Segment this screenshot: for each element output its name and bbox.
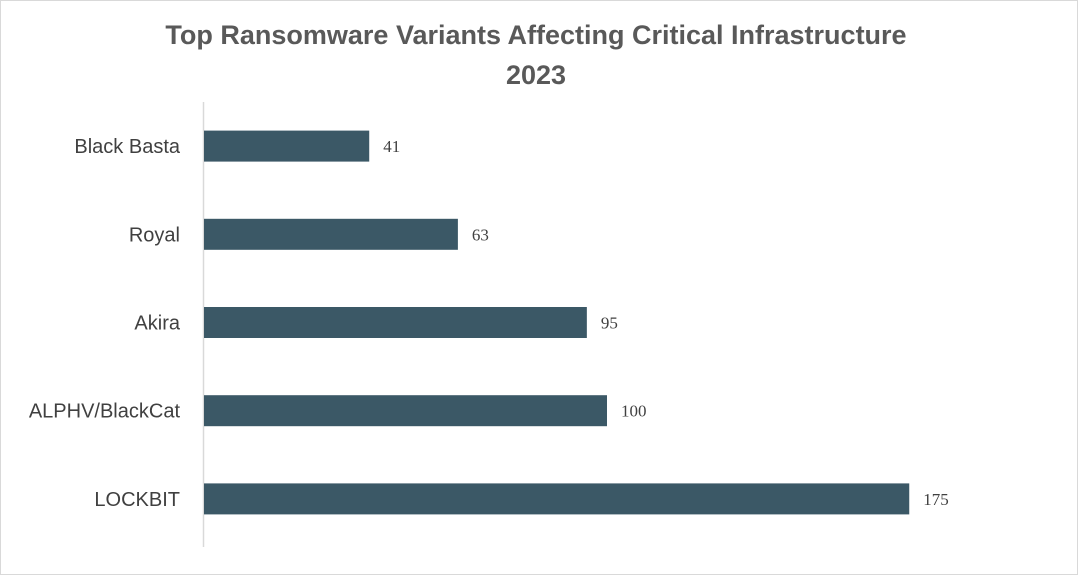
bar-alphv-blackcat	[204, 395, 607, 427]
data-label: 41	[383, 137, 400, 156]
data-label: 63	[472, 225, 489, 244]
category-label: LOCKBIT	[94, 489, 180, 511]
bar-lockbit	[204, 483, 910, 515]
chart-subtitle: 2023	[505, 60, 567, 90]
category-label: Akira	[134, 313, 180, 335]
data-label: 175	[923, 490, 949, 509]
bar-akira	[204, 307, 587, 338]
bar-royal	[204, 218, 458, 250]
bar-black-basta	[204, 130, 370, 162]
chart-title-main: Top Ransomware Variants Affecting Critic…	[165, 20, 907, 50]
category-label: ALPHV/BlackCat	[29, 401, 181, 423]
data-label: 95	[601, 314, 618, 333]
category-label-group: Black Basta Royal Akira ALPHV/BlackCat LOCKB…	[29, 136, 181, 511]
data-label: 100	[621, 402, 647, 421]
value-label-group: 41 63 95 100 175	[383, 137, 949, 509]
bar-group	[204, 130, 910, 515]
category-label: Royal	[129, 224, 180, 246]
category-label: Black Basta	[74, 136, 180, 158]
chart-title: Top Ransomware Variants Affecting Critic…	[1, 15, 1071, 95]
